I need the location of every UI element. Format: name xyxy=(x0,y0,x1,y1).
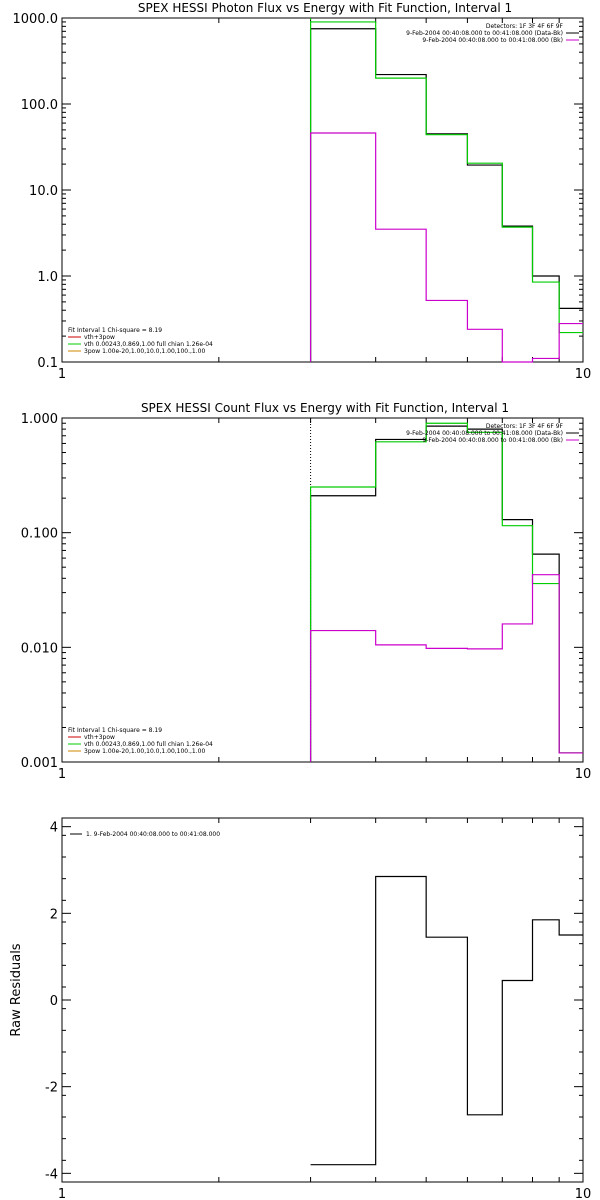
p3-plot-frame xyxy=(61,817,584,1183)
p3-series-residuals xyxy=(310,875,583,1166)
p2-series-data-bk xyxy=(309,425,583,762)
p1-xtick-label: 10 xyxy=(575,367,592,382)
p1-series-background xyxy=(309,132,583,363)
p3-ytick-label: 2 xyxy=(50,907,58,922)
p2-plot-frame xyxy=(61,417,584,763)
p1-ytick-label: 100.0 xyxy=(21,98,58,113)
p2-xtick-label: 10 xyxy=(575,767,592,782)
p2-series-fit xyxy=(309,422,583,762)
photon-flux-panel: SPEX HESSI Photon Flux vs Energy with Fi… xyxy=(13,1,592,382)
p1-legend-entry: 9-Feb-2004 00:40:08.000 to 00:41:08.000 … xyxy=(406,30,563,37)
p3-xtick-label: 1 xyxy=(58,1187,66,1200)
p1-legend-entry: 3pow 1.00e-20,1.00,10.0,1.00,100.,1.00 xyxy=(84,348,205,355)
p1-ytick-label: 1000.0 xyxy=(13,12,59,27)
p3-ytick-label: 0 xyxy=(50,994,58,1009)
p1-legend-entry: 9-Feb-2004 00:40:08.000 to 00:41:08.000 … xyxy=(422,37,563,44)
p3-ytick-label: 4 xyxy=(50,821,58,836)
p1-ytick-label: 0.1 xyxy=(37,356,58,371)
p1-series-data-bk xyxy=(309,28,583,362)
p1-plot-frame xyxy=(61,17,584,363)
p2-legend-entry: 9-Feb-2004 00:40:08.000 to 00:41:08.000 … xyxy=(422,437,563,444)
p2-ytick-label: 0.100 xyxy=(21,527,58,542)
p2-legend-entry: Fit Interval 1 Chi-square = 8.19 xyxy=(68,727,162,734)
residuals-panel: Raw Residuals -4 -2 0 2 4 1 10 1. 9-Feb-2004 00… xyxy=(9,817,592,1200)
p2-ytick-label: 0.010 xyxy=(21,641,58,656)
p2-xtick-label: 1 xyxy=(58,767,66,782)
p1-legend-entry: vth 0.00243,0.869,1.00 full chian 1.26e-… xyxy=(84,341,213,348)
p1-ytick-label: 10.0 xyxy=(29,184,58,199)
p1-legend-entry: Fit Interval 1 Chi-square = 8.19 xyxy=(68,327,162,334)
p3-ytick-label: -4 xyxy=(45,1167,58,1182)
p1-ytick-label: 1.0 xyxy=(37,270,58,285)
p1-legend-entry: vth+3pow xyxy=(84,334,115,341)
p1-xtick-label: 1 xyxy=(58,367,66,382)
p2-series-background xyxy=(309,574,583,762)
p3-ytick-label: -2 xyxy=(45,1081,58,1096)
p2-legend-entry: 3pow 1.00e-20,1.00,10.0,1.00,100.,1.00 xyxy=(84,748,205,755)
p1-series-fit xyxy=(309,21,583,362)
p2-legend-entry: vth 0.00243,0.869,1.00 full chian 1.26e-… xyxy=(84,741,213,748)
count-flux-title: SPEX HESSI Count Flux vs Energy with Fit… xyxy=(141,401,509,415)
residuals-ylabel: Raw Residuals xyxy=(9,943,24,1036)
p1-legend-entry: Detectors: 1F 3F 4F 6F 9F xyxy=(486,23,564,30)
p2-legend-entry: vth+3pow xyxy=(84,734,115,741)
p2-legend-entry: Detectors: 1F 3F 4F 6F 9F xyxy=(486,423,564,430)
p3-xtick-label: 10 xyxy=(575,1187,592,1200)
p2-ytick-label: 1.000 xyxy=(21,412,58,427)
p2-ytick-label: 0.001 xyxy=(21,756,58,771)
p2-legend-entry: 9-Feb-2004 00:40:08.000 to 00:41:08.000 … xyxy=(406,430,563,437)
count-flux-panel: SPEX HESSI Count Flux vs Energy with Fit… xyxy=(21,401,591,782)
p3-legend-entry: 1. 9-Feb-2004 00:40:08.000 to 00:41:08.0… xyxy=(86,831,220,838)
photon-flux-title: SPEX HESSI Photon Flux vs Energy with Fi… xyxy=(138,1,512,15)
